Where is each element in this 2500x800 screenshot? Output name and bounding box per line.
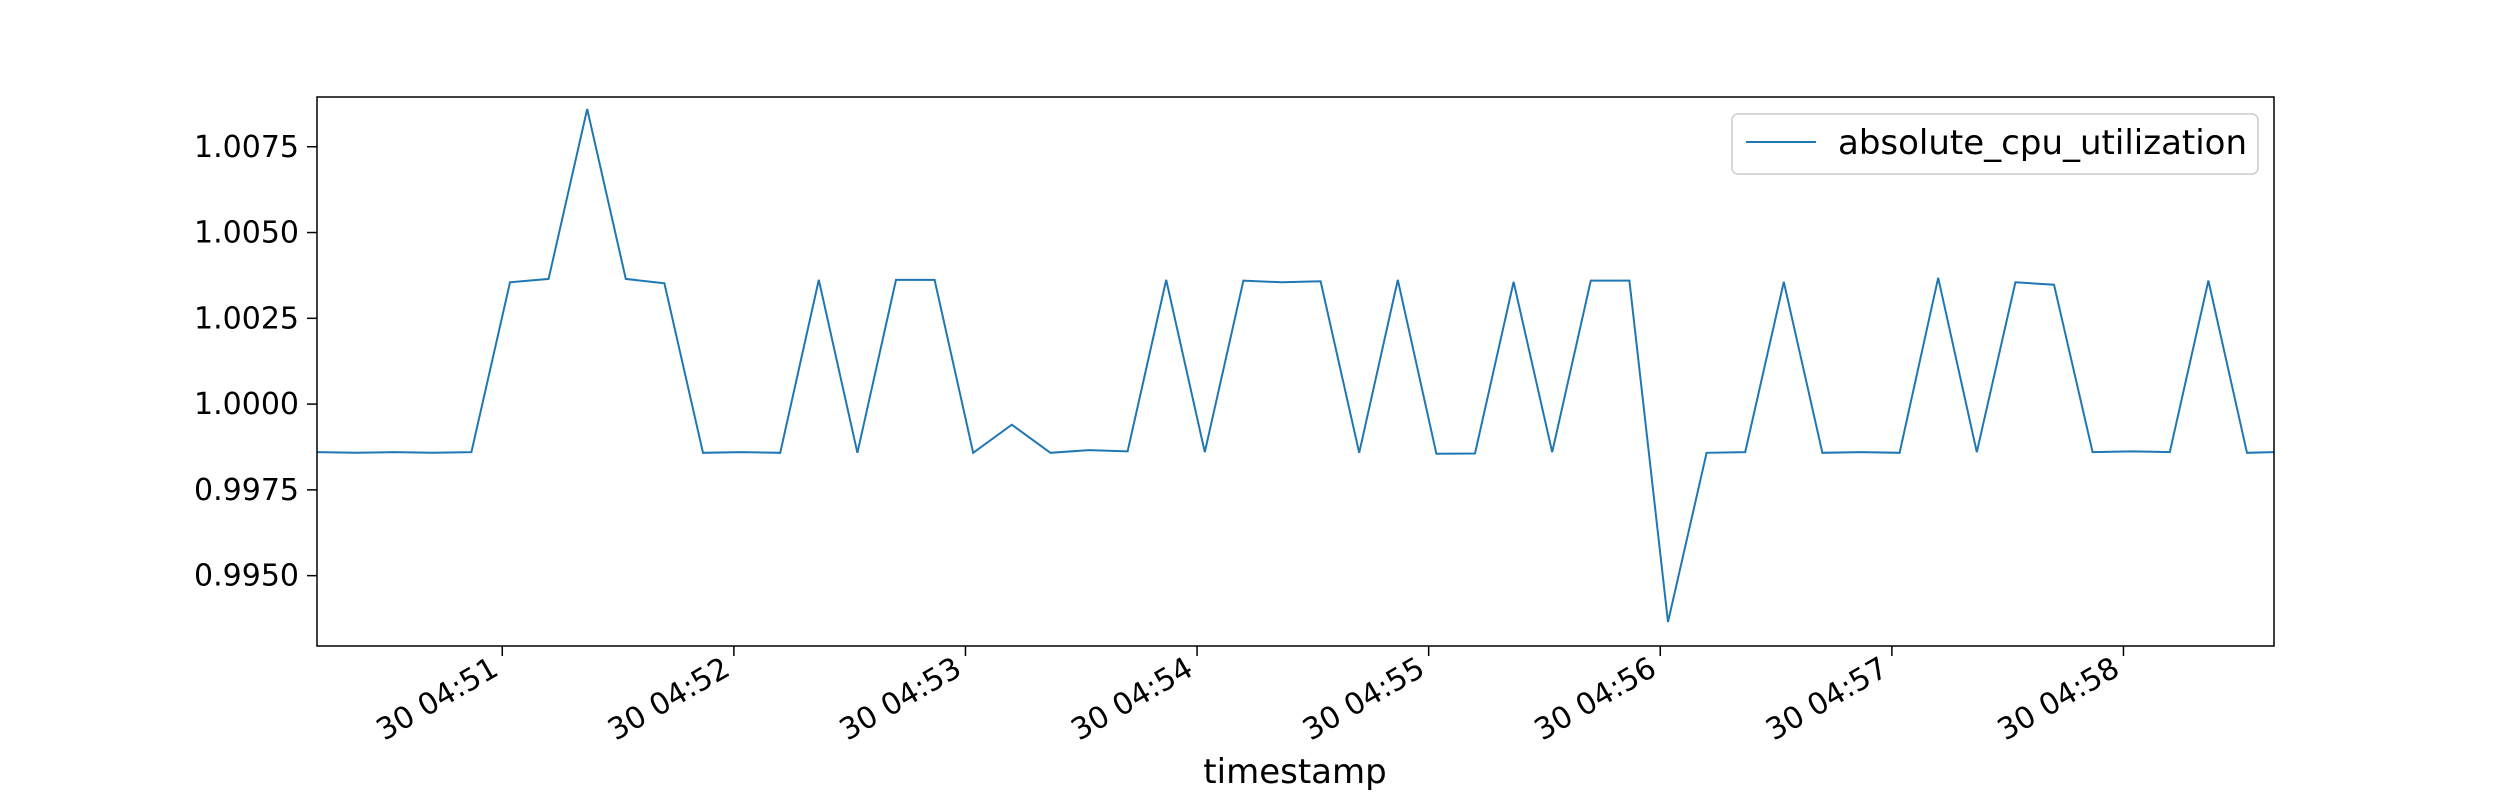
x-tick-label: 30 04:51	[371, 651, 505, 748]
series-line-absolute_cpu_utilization	[316, 108, 2275, 623]
x-tick-label: 30 04:55	[1297, 651, 1431, 748]
y-tick-label: 0.9975	[194, 473, 299, 508]
y-tick-label: 1.0075	[194, 130, 299, 165]
x-tick-label: 30 04:57	[1760, 651, 1894, 748]
x-axis-label: timestamp	[1203, 752, 1386, 792]
plot-frame	[316, 96, 2275, 647]
legend-box	[1731, 113, 2259, 175]
y-tick-label: 1.0025	[194, 301, 299, 336]
x-tick-label: 30 04:53	[834, 651, 968, 748]
x-tick-label: 30 04:58	[1992, 651, 2126, 748]
series-layer	[316, 108, 2275, 623]
legend-label: absolute_cpu_utilization	[1838, 123, 2247, 163]
y-tick-label: 1.0000	[194, 387, 299, 422]
y-tick-label: 1.0050	[194, 216, 299, 251]
legend: absolute_cpu_utilization	[1731, 113, 2259, 175]
y-tick-label: 0.9950	[194, 559, 299, 594]
plot-background	[317, 97, 2274, 646]
x-axis-ticks: 30 04:51 30 04:52 30 04:53 30 04:54 30 04:55…	[371, 646, 2126, 748]
x-tick-label: 30 04:54	[1065, 651, 1199, 748]
x-tick-label: 30 04:52	[602, 651, 736, 748]
x-tick-label: 30 04:56	[1529, 651, 1663, 748]
y-axis-ticks: 0.9950 0.9975 1.0000 1.0025 1.0050 1.0075	[194, 130, 317, 594]
